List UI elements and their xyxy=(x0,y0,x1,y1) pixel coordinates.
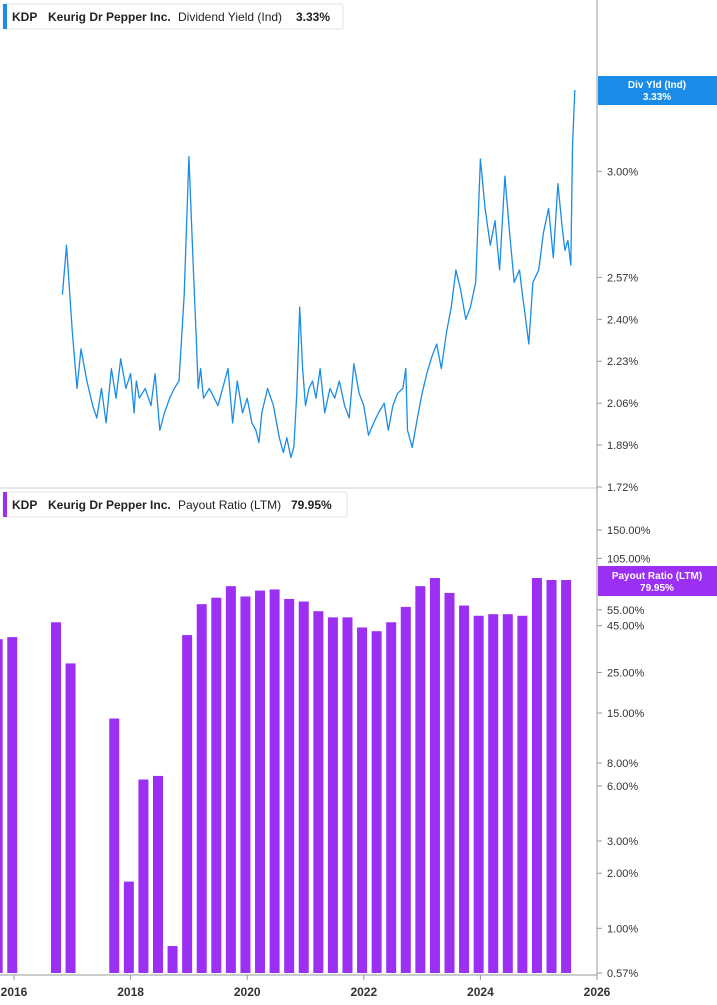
payout-ratio-bar xyxy=(65,663,76,973)
dividend-yield-badge: Div Yld (Ind) 3.33% xyxy=(598,76,717,105)
payout-ratio-bar xyxy=(502,614,513,973)
dividend-yield-y-axis: 3.00% 2.57% 2.40% 2.23% 2.06% 1.89% 1.72% xyxy=(597,166,638,494)
legend-color-swatch xyxy=(3,4,7,29)
payout-ratio-bar xyxy=(123,881,134,973)
legend-company: Keurig Dr Pepper Inc. xyxy=(48,498,171,512)
y-tick-label: 105.00% xyxy=(607,553,651,565)
badge-value: 79.95% xyxy=(640,583,674,594)
y-tick-label: 0.57% xyxy=(607,968,638,980)
payout-ratio-bar xyxy=(0,639,3,973)
y-tick-label: 15.00% xyxy=(607,708,645,720)
payout-ratio-bar xyxy=(488,614,499,973)
badge-label: Payout Ratio (LTM) xyxy=(612,571,702,582)
badge-label: Div Yld (Ind) xyxy=(628,80,686,91)
payout-ratio-bar xyxy=(153,775,164,973)
payout-ratio-bar xyxy=(386,622,397,973)
x-axis-ticks: 2016 2018 2020 2022 2024 2026 xyxy=(1,975,611,999)
payout-ratio-bar xyxy=(415,586,426,973)
payout-ratio-bar xyxy=(138,779,149,973)
y-tick-label: 2.40% xyxy=(607,314,638,326)
payout-ratio-bar xyxy=(459,605,470,973)
payout-ratio-bar xyxy=(313,611,324,973)
payout-ratio-bar xyxy=(284,598,295,973)
payout-ratio-bar xyxy=(225,586,236,973)
x-tick-label: 2026 xyxy=(584,985,611,999)
payout-ratio-bar xyxy=(561,580,572,973)
y-tick-label: 6.00% xyxy=(607,781,638,793)
x-tick-label: 2016 xyxy=(1,985,28,999)
payout-ratio-bar xyxy=(240,596,251,973)
x-tick-label: 2020 xyxy=(234,985,261,999)
y-tick-label: 55.00% xyxy=(607,605,645,617)
payout-ratio-bar xyxy=(342,617,353,973)
payout-ratio-bar xyxy=(109,718,120,973)
payout-ratio-bar xyxy=(546,579,557,973)
legend-metric: Payout Ratio (LTM) xyxy=(178,498,281,512)
dividend-yield-series xyxy=(61,89,576,459)
payout-ratio-bar xyxy=(255,590,266,973)
dividend-yield-line xyxy=(61,89,576,459)
payout-ratio-badge: Payout Ratio (LTM) 79.95% xyxy=(598,566,717,596)
payout-ratio-bar xyxy=(50,622,61,973)
y-tick-label: 150.00% xyxy=(607,525,651,537)
payout-ratio-bar xyxy=(444,592,455,973)
legend-ticker: KDP xyxy=(12,498,37,512)
y-tick-label: 1.00% xyxy=(607,923,638,935)
payout-ratio-bar xyxy=(269,589,280,973)
x-tick-label: 2024 xyxy=(467,985,494,999)
x-tick-label: 2018 xyxy=(117,985,144,999)
badge-value: 3.33% xyxy=(643,92,671,103)
y-tick-label: 1.89% xyxy=(607,440,638,452)
payout-ratio-bar xyxy=(298,601,309,973)
payout-ratio-bars xyxy=(0,578,572,973)
y-tick-label: 8.00% xyxy=(607,758,638,770)
payout-ratio-bar xyxy=(167,946,178,973)
payout-ratio-bar xyxy=(517,615,528,973)
payout-ratio-bar xyxy=(473,615,484,973)
y-tick-label: 45.00% xyxy=(607,621,645,633)
legend-company: Keurig Dr Pepper Inc. xyxy=(48,10,171,24)
payout-ratio-bar xyxy=(429,578,440,973)
payout-ratio-bar xyxy=(357,627,368,973)
y-tick-label: 2.23% xyxy=(607,356,638,368)
y-tick-label: 2.06% xyxy=(607,398,638,410)
legend-color-swatch xyxy=(3,492,7,517)
legend-metric: Dividend Yield (Ind) xyxy=(178,10,282,24)
payout-ratio-bar xyxy=(531,578,542,973)
y-tick-label: 2.57% xyxy=(607,272,638,284)
payout-ratio-y-axis: 150.00% 105.00% 55.00% 45.00% 25.00% 15.00% 8.… xyxy=(597,525,651,980)
payout-ratio-bar xyxy=(196,604,207,973)
x-tick-label: 2022 xyxy=(350,985,377,999)
y-tick-label: 25.00% xyxy=(607,667,645,679)
payout-ratio-bar xyxy=(182,635,193,973)
legend-ticker: KDP xyxy=(12,10,37,24)
y-tick-label: 3.00% xyxy=(607,836,638,848)
payout-ratio-bar xyxy=(7,637,18,973)
payout-ratio-bar xyxy=(371,631,382,973)
payout-ratio-bar xyxy=(327,617,338,973)
payout-ratio-bar xyxy=(400,606,411,973)
y-tick-label: 3.00% xyxy=(607,166,638,178)
dividend-yield-legend[interactable]: KDP Keurig Dr Pepper Inc. Dividend Yield… xyxy=(2,3,344,30)
legend-value: 79.95% xyxy=(291,498,332,512)
legend-value: 3.33% xyxy=(296,10,330,24)
payout-ratio-bar xyxy=(211,597,222,973)
y-tick-label: 2.00% xyxy=(607,868,638,880)
y-tick-label: 1.72% xyxy=(607,482,638,494)
payout-ratio-legend[interactable]: KDP Keurig Dr Pepper Inc. Payout Ratio (… xyxy=(2,491,348,518)
